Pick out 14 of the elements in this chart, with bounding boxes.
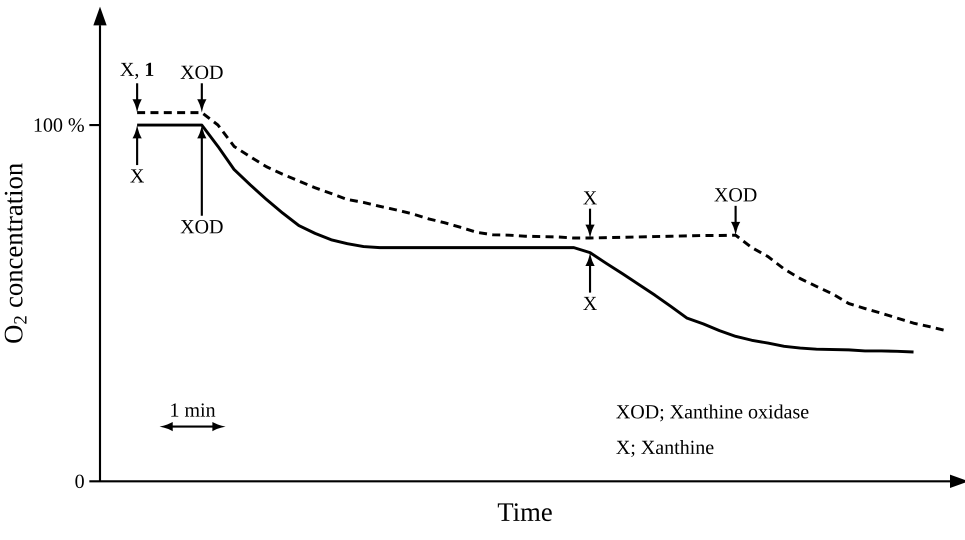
annotation: X; Xanthine <box>616 440 714 457</box>
annotation: X, 1 <box>120 62 154 80</box>
x-axis-title: Time <box>498 503 552 522</box>
annotation: XOD; Xanthine oxidase <box>616 404 808 422</box>
annotation: XOD <box>180 66 223 80</box>
annotation: X <box>130 169 144 182</box>
annotation: XOD <box>714 188 756 202</box>
annotation: X <box>583 296 597 310</box>
y-tick-label: 100 % <box>34 118 84 132</box>
annotation: XOD <box>180 220 223 234</box>
y-axis-title: O$_{2}$ concentration <box>4 163 26 343</box>
annotation: X <box>583 191 597 204</box>
annotation: 1 min <box>171 403 216 417</box>
y-tick-label: 0 <box>75 474 84 488</box>
